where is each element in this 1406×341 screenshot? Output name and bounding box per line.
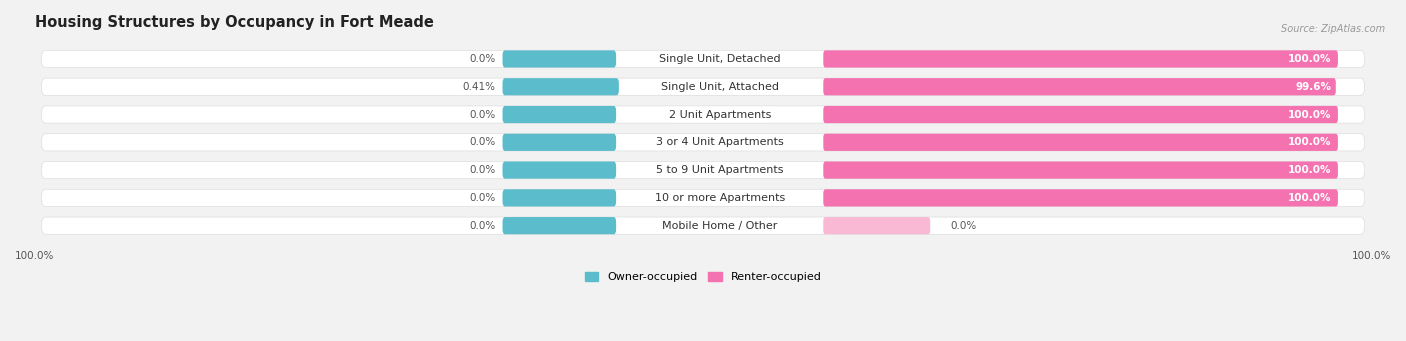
FancyBboxPatch shape <box>41 189 1365 207</box>
FancyBboxPatch shape <box>824 50 1339 68</box>
Text: 0.0%: 0.0% <box>470 54 496 64</box>
FancyBboxPatch shape <box>502 162 616 179</box>
Text: 3 or 4 Unit Apartments: 3 or 4 Unit Apartments <box>655 137 783 147</box>
Text: 100.0%: 100.0% <box>1288 109 1331 120</box>
Text: 0.0%: 0.0% <box>470 137 496 147</box>
Text: 100.0%: 100.0% <box>1288 54 1331 64</box>
FancyBboxPatch shape <box>502 50 616 68</box>
FancyBboxPatch shape <box>824 162 1339 179</box>
Text: 0.41%: 0.41% <box>463 82 496 92</box>
Legend: Owner-occupied, Renter-occupied: Owner-occupied, Renter-occupied <box>581 267 825 287</box>
Text: 100.0%: 100.0% <box>1288 165 1331 175</box>
Text: 5 to 9 Unit Apartments: 5 to 9 Unit Apartments <box>657 165 783 175</box>
FancyBboxPatch shape <box>41 217 1365 234</box>
Text: 100.0%: 100.0% <box>1288 137 1331 147</box>
Text: 2 Unit Apartments: 2 Unit Apartments <box>668 109 770 120</box>
Text: 0.0%: 0.0% <box>470 221 496 231</box>
Text: 0.0%: 0.0% <box>470 193 496 203</box>
Text: 0.0%: 0.0% <box>470 165 496 175</box>
Text: 0.0%: 0.0% <box>950 221 977 231</box>
FancyBboxPatch shape <box>824 134 1339 151</box>
FancyBboxPatch shape <box>41 106 1365 123</box>
FancyBboxPatch shape <box>824 217 931 234</box>
FancyBboxPatch shape <box>41 162 1365 179</box>
Text: Source: ZipAtlas.com: Source: ZipAtlas.com <box>1281 24 1385 34</box>
FancyBboxPatch shape <box>41 134 1365 151</box>
FancyBboxPatch shape <box>502 134 616 151</box>
Text: Mobile Home / Other: Mobile Home / Other <box>662 221 778 231</box>
FancyBboxPatch shape <box>41 50 1365 68</box>
FancyBboxPatch shape <box>824 78 1336 95</box>
FancyBboxPatch shape <box>41 78 1365 95</box>
Text: 99.6%: 99.6% <box>1295 82 1331 92</box>
Text: 0.0%: 0.0% <box>470 109 496 120</box>
Text: 10 or more Apartments: 10 or more Apartments <box>655 193 785 203</box>
Text: Single Unit, Detached: Single Unit, Detached <box>659 54 780 64</box>
FancyBboxPatch shape <box>824 106 1339 123</box>
Text: Housing Structures by Occupancy in Fort Meade: Housing Structures by Occupancy in Fort … <box>35 15 433 30</box>
Text: 100.0%: 100.0% <box>1288 193 1331 203</box>
FancyBboxPatch shape <box>502 189 616 207</box>
Text: Single Unit, Attached: Single Unit, Attached <box>661 82 779 92</box>
FancyBboxPatch shape <box>502 78 619 95</box>
FancyBboxPatch shape <box>824 189 1339 207</box>
FancyBboxPatch shape <box>502 106 616 123</box>
FancyBboxPatch shape <box>502 217 616 234</box>
